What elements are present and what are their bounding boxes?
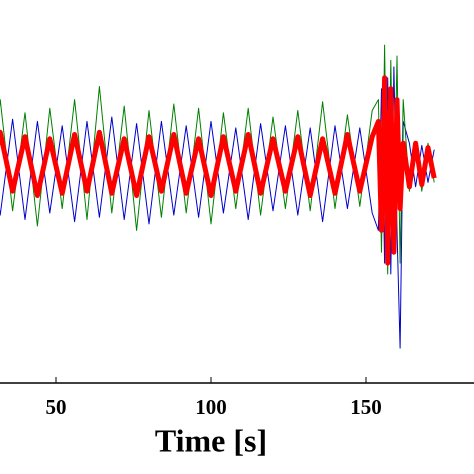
x-tick-label: 100: [195, 395, 227, 419]
x-tick-label: 50: [46, 395, 67, 419]
series-line: [0, 75, 437, 266]
series-line: [0, 66, 435, 349]
x-tick-label: 150: [350, 395, 382, 419]
x-axis-label: Time [s]: [155, 422, 267, 458]
